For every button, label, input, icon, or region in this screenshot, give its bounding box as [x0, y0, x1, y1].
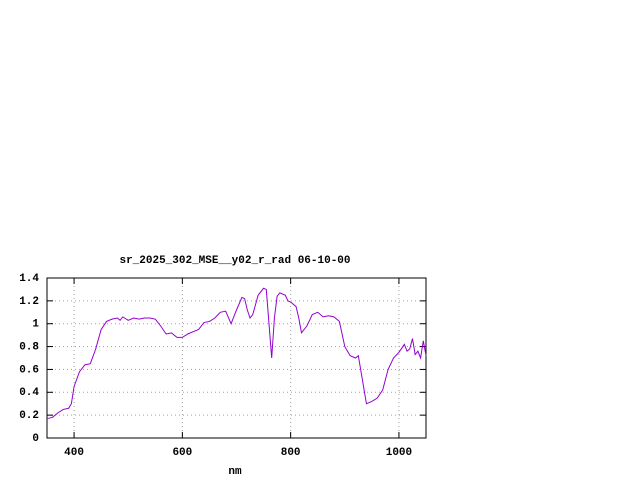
x-tick-label: 800: [281, 447, 301, 459]
y-tick-label: 1: [32, 319, 39, 331]
x-tick-label: 400: [64, 447, 84, 459]
x-axis-label: nm: [228, 466, 242, 478]
y-tick-label: 0.8: [19, 341, 39, 353]
x-tick-label: 600: [172, 447, 192, 459]
y-tick-label: 0.4: [19, 387, 39, 399]
y-tick-label: 1.4: [19, 273, 39, 285]
x-tick-label: 1000: [386, 447, 412, 459]
y-tick-label: 0: [32, 433, 39, 445]
y-tick-label: 0.6: [19, 364, 39, 376]
data-line: [46, 287, 427, 420]
plot-border: [46, 277, 427, 439]
y-tick-label: 1.2: [19, 296, 39, 308]
y-tick-label: 0.2: [19, 410, 39, 422]
chart-title: sr_2025_302_MSE__y02_r_rad 06-10-00: [119, 255, 350, 267]
